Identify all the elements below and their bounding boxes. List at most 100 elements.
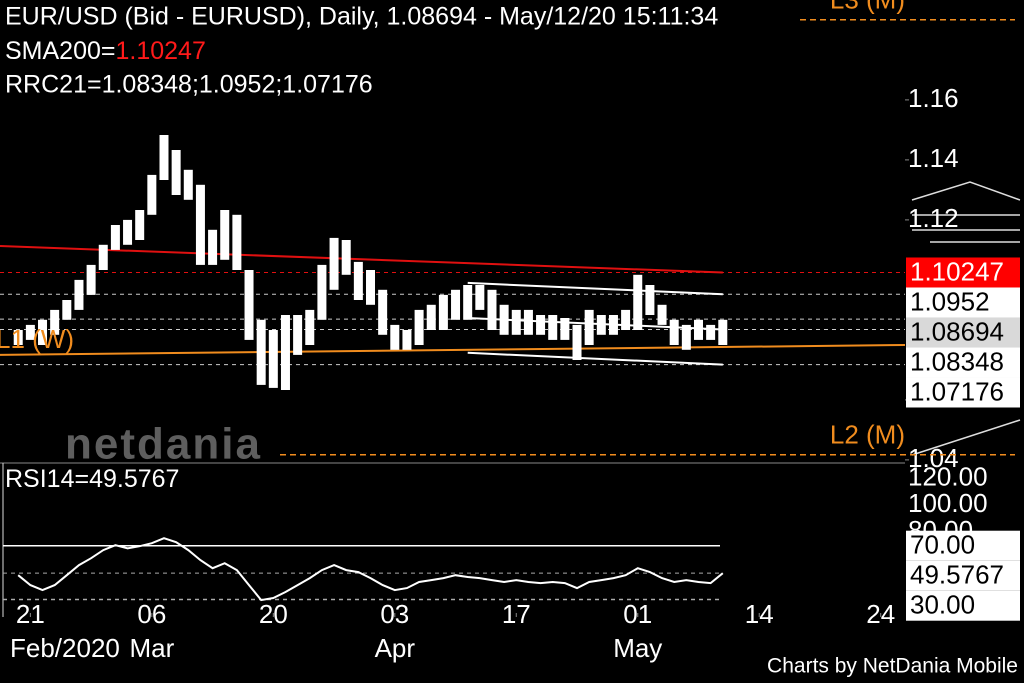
bar (548, 315, 558, 340)
bar (621, 309, 631, 330)
rsi-level-label: 49.5767 (910, 560, 1004, 590)
bar (657, 304, 667, 325)
bar (681, 324, 691, 350)
bar (645, 285, 655, 315)
sma-value: 1.10247 (116, 37, 206, 65)
bar (159, 135, 169, 180)
level-label: L2 (M) (830, 420, 905, 450)
price-label-box (906, 377, 1020, 408)
bar (268, 330, 278, 388)
bar (353, 261, 363, 300)
bar (669, 319, 679, 345)
x-tick-label: 24 (866, 599, 895, 629)
x-tick-label: 21 (16, 599, 45, 629)
price-label: 1.08348 (910, 346, 1004, 376)
price-label-box (906, 317, 1020, 348)
chart-title: EUR/USD (Bid - EURUSD), Daily, 1.08694 -… (5, 3, 718, 31)
bar (183, 169, 193, 200)
month-label: Apr (375, 633, 416, 663)
bar (195, 184, 205, 265)
y-tick-label: 1.04 (908, 443, 959, 473)
rsi-label-box (906, 560, 1020, 591)
price-label-box (906, 347, 1020, 378)
price-label-box (906, 257, 1020, 288)
bar (414, 309, 424, 345)
price-label: 1.0952 (910, 286, 990, 316)
price-label-box (906, 287, 1020, 318)
rsi-label-box (906, 530, 1020, 561)
rrc-text: RRC21=1.08348;1.0952;1.07176 (5, 71, 373, 99)
bar (511, 309, 521, 335)
bar (293, 315, 303, 355)
line (0, 344, 905, 356)
bar (378, 289, 388, 335)
bar (86, 264, 96, 295)
price-label: 1.08694 (910, 316, 1004, 346)
line (0, 245, 723, 274)
bar (317, 264, 327, 320)
bar (475, 285, 485, 310)
bar (572, 324, 582, 360)
bar (123, 219, 133, 245)
bar (98, 244, 108, 270)
bar (487, 289, 497, 330)
rsi-level-label: 30.00 (910, 590, 975, 620)
rsi-line (17, 537, 724, 602)
x-tick-label: 03 (380, 599, 409, 629)
y-tick-label: 1.14 (908, 143, 959, 173)
line (467, 281, 723, 296)
bar (718, 319, 728, 345)
watermark: netdania (65, 420, 262, 469)
level-label: L3 (M) (830, 0, 905, 15)
rsi-label-box (906, 590, 1020, 621)
price-label: 1.10247 (910, 256, 1004, 286)
bar (438, 294, 448, 330)
rsi-tick-label: 120.00 (908, 461, 988, 491)
bar (280, 315, 290, 390)
bar (305, 309, 315, 345)
bar (171, 150, 181, 195)
x-tick-label: 06 (137, 599, 166, 629)
bar (693, 319, 703, 340)
month-label: Feb/2020 (10, 633, 120, 663)
bar (50, 309, 60, 335)
bar (135, 210, 145, 240)
bar (208, 229, 218, 265)
y-tick-label: 1.12 (908, 203, 959, 233)
x-tick-label: 17 (502, 599, 531, 629)
bar (147, 174, 157, 215)
bar (74, 279, 84, 310)
bar (220, 210, 230, 260)
bar (256, 319, 266, 385)
rsi-value: 49.5767 (89, 465, 179, 493)
bar (706, 324, 716, 340)
price-label: 1.07176 (910, 376, 1004, 406)
x-tick-label: 14 (745, 599, 774, 629)
bar (232, 214, 242, 270)
bar (596, 315, 606, 335)
bar (402, 330, 412, 350)
scroll-icon (911, 181, 1021, 456)
bar (451, 289, 461, 320)
line (467, 317, 723, 331)
bar (341, 240, 351, 275)
line-label: L1 (W) (0, 324, 74, 354)
bar (633, 274, 643, 330)
sma-text: SMA200=1.10247 (5, 37, 206, 65)
x-tick-label: 20 (259, 599, 288, 629)
bar (523, 309, 533, 335)
bar (608, 315, 618, 335)
month-label: May (613, 633, 662, 663)
bar (329, 237, 339, 290)
rsi-name: RSI14= (5, 465, 89, 493)
bar (38, 319, 48, 345)
rsi-label: RSI14=49.5767 (5, 465, 179, 493)
bar (110, 225, 120, 250)
bar (463, 285, 473, 320)
bar (13, 330, 23, 345)
bar (62, 300, 72, 320)
line (467, 351, 723, 366)
bar (499, 304, 509, 335)
